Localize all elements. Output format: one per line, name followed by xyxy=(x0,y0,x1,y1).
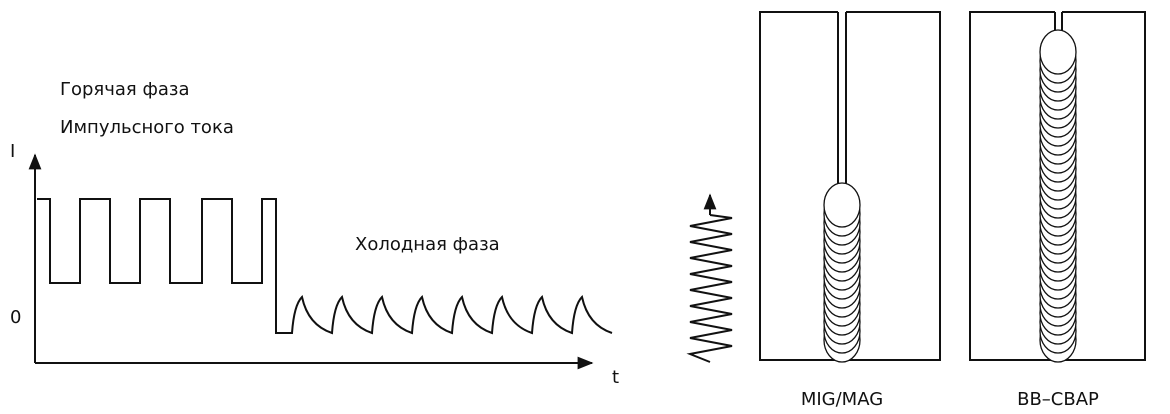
left-panel: MIG/MAG xyxy=(759,11,941,410)
hot-phase-line1: Горячая фаза xyxy=(60,79,189,100)
zigzag xyxy=(686,214,733,363)
weld-bead xyxy=(1039,29,1077,363)
y-axis-label: I xyxy=(10,141,15,162)
pulse-chart: Горячая фаза Импульсного тока I 0 t Холо… xyxy=(10,79,619,388)
weld-bead xyxy=(823,182,861,363)
hot-phase-line2: Импульсного тока xyxy=(60,117,234,138)
x-axis-label: t xyxy=(612,367,619,388)
plates xyxy=(969,11,1146,361)
bead-ripple xyxy=(823,182,861,228)
plates xyxy=(759,11,941,361)
current-waveform xyxy=(37,198,613,335)
panel-label: ВВ–СВАР xyxy=(1017,389,1099,410)
weave xyxy=(686,193,733,363)
panel-label: MIG/MAG xyxy=(801,389,883,410)
cold-phase-label: Холодная фаза xyxy=(355,234,500,255)
zero-label: 0 xyxy=(10,307,21,328)
bead-ripple xyxy=(1039,29,1077,75)
right-panel: ВВ–СВАР xyxy=(969,11,1146,410)
